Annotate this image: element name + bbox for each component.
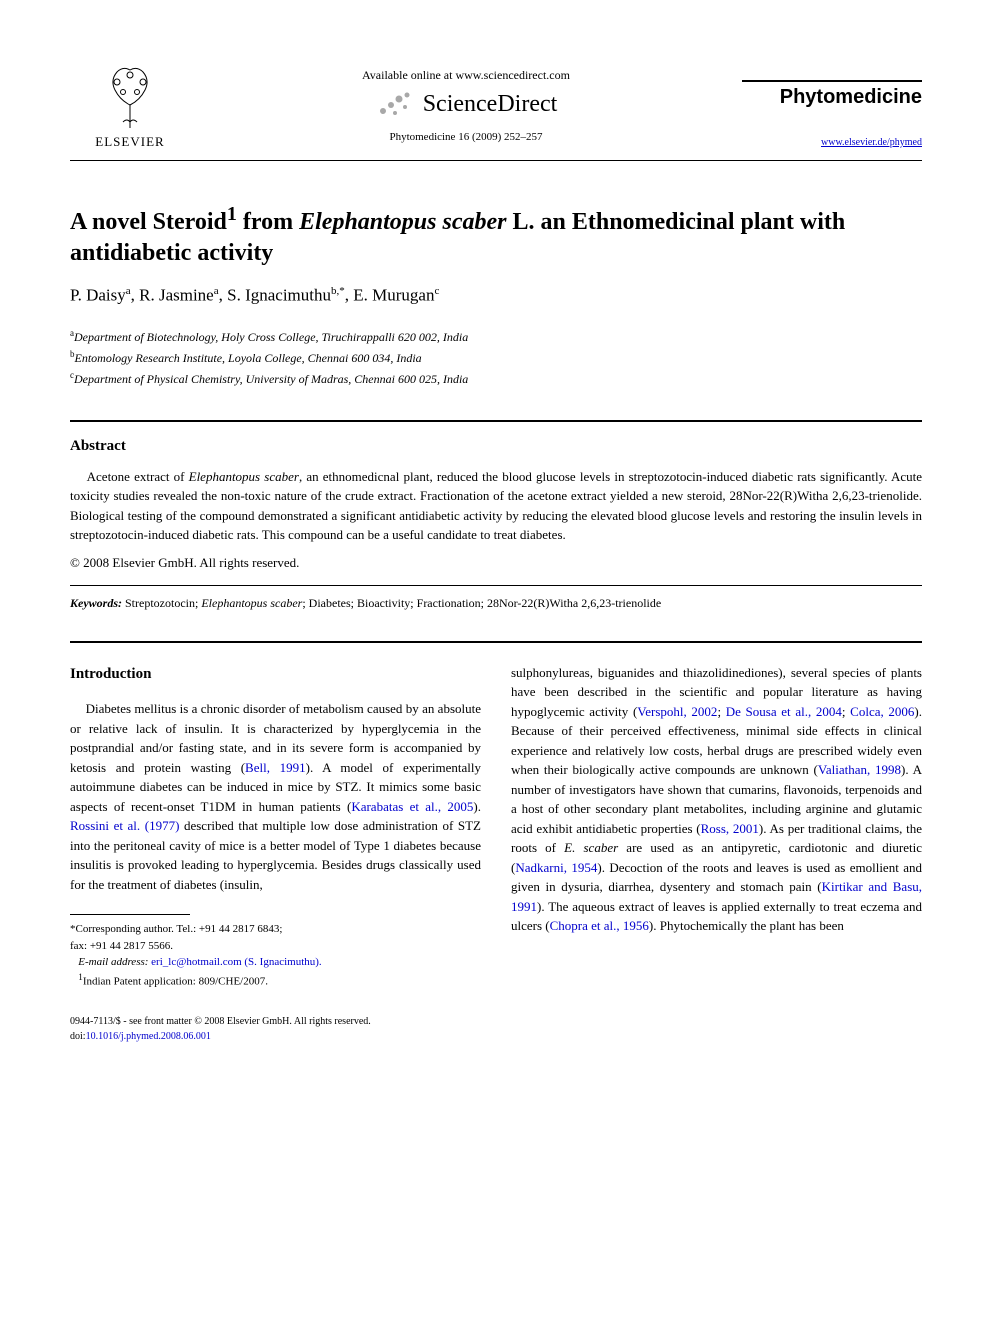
keywords-italic: Elephantopus scaber <box>201 596 302 610</box>
affiliation-line: cDepartment of Physical Chemistry, Unive… <box>70 368 922 389</box>
doi-link[interactable]: 10.1016/j.phymed.2008.06.001 <box>86 1031 211 1042</box>
elsevier-tree-icon <box>95 60 165 130</box>
footer-front-matter: 0944-7113/$ - see front matter © 2008 El… <box>70 1014 922 1029</box>
abstract-pre: Acetone extract of <box>87 469 189 484</box>
ref-desousa-2004[interactable]: De Sousa et al., 2004 <box>726 704 842 719</box>
ref-rossini-1977[interactable]: Rossini et al. (1977) <box>70 818 179 833</box>
abstract-heading: Abstract <box>70 438 922 455</box>
ref-valiathan-1998[interactable]: Valiathan, 1998 <box>818 762 901 777</box>
citation-line: Phytomedicine 16 (2009) 252–257 <box>190 131 742 143</box>
header-rule <box>70 160 922 161</box>
ref-nadkarni-1954[interactable]: Nadkarni, 1954 <box>515 860 597 875</box>
authors-line: P. Daisya, R. Jasminea, S. Ignacimuthub,… <box>70 285 922 306</box>
patent-text: Indian Patent application: 809/CHE/2007. <box>83 975 268 987</box>
footer-doi-line: doi:10.1016/j.phymed.2008.06.001 <box>70 1029 922 1044</box>
available-online-text: Available online at www.sciencedirect.co… <box>190 68 742 83</box>
footnote-separator <box>70 914 190 915</box>
journal-url-link[interactable]: www.elsevier.de/phymed <box>742 137 922 148</box>
title-sup: 1 <box>227 203 237 225</box>
abstract-italic: Elephantopus scaber <box>189 469 299 484</box>
abstract-copyright: © 2008 Elsevier GmbH. All rights reserve… <box>70 555 922 571</box>
title-italic: Elephantopus scaber <box>299 209 506 235</box>
footnotes-block: *Corresponding author. Tel.: +91 44 2817… <box>70 921 481 990</box>
article-title: A novel Steroid1 from Elephantopus scabe… <box>70 201 922 269</box>
ref-ross-2001[interactable]: Ross, 2001 <box>701 821 759 836</box>
ref-karabatas-2005[interactable]: Karabatas et al., 2005 <box>351 799 473 814</box>
footnote-email-line: E-mail address: eri_lc@hotmail.com (S. I… <box>70 954 481 971</box>
keywords-line: Keywords: Streptozotocin; Elephantopus s… <box>70 596 922 611</box>
ref-colca-2006[interactable]: Colca, 2006 <box>850 704 914 719</box>
keywords-label: Keywords: <box>70 596 122 610</box>
abstract-text: Acetone extract of Elephantopus scaber, … <box>70 467 922 545</box>
abstract-section: Abstract Acetone extract of Elephantopus… <box>70 438 922 571</box>
rule-above-keywords <box>70 585 922 586</box>
affiliation-line: aDepartment of Biotechnology, Holy Cross… <box>70 326 922 347</box>
keywords-pre: Streptozotocin; <box>122 596 201 610</box>
col2-sep2: ; <box>842 704 850 719</box>
ref-verspohl-2002[interactable]: Verspohl, 2002 <box>637 704 717 719</box>
keywords-post: ; Diabetes; Bioactivity; Fractionation; … <box>302 596 661 610</box>
title-mid: from <box>237 209 299 235</box>
corresponding-author: *Corresponding author. Tel.: +91 44 2817… <box>70 921 481 938</box>
affiliations-block: aDepartment of Biotechnology, Holy Cross… <box>70 326 922 390</box>
journal-name: Phytomedicine <box>742 80 922 109</box>
ref-chopra-1956[interactable]: Chopra et al., 1956 <box>550 918 649 933</box>
journal-block: Phytomedicine www.elsevier.de/phymed <box>742 60 922 148</box>
sciencedirect-text: ScienceDirect <box>423 91 558 118</box>
sciencedirect-logo: ScienceDirect <box>190 89 742 119</box>
title-pre: A novel Steroid <box>70 209 227 235</box>
page-footer: 0944-7113/$ - see front matter © 2008 El… <box>70 1014 922 1044</box>
footnote-fax: fax: +91 44 2817 5566. <box>70 938 481 955</box>
introduction-heading: Introduction <box>70 663 481 686</box>
left-column: Introduction Diabetes mellitus is a chro… <box>70 663 481 990</box>
footnote-patent: 1Indian Patent application: 809/CHE/2007… <box>70 971 481 990</box>
affiliation-line: bEntomology Research Institute, Loyola C… <box>70 347 922 368</box>
sciencedirect-dots-icon <box>375 89 415 119</box>
col2-italic1: E. scaber <box>564 840 618 855</box>
intro-paragraph-cont: sulphonylureas, biguanides and thiazolid… <box>511 663 922 936</box>
rule-below-keywords <box>70 641 922 643</box>
ref-bell-1991[interactable]: Bell, 1991 <box>245 760 306 775</box>
doi-label: doi: <box>70 1031 86 1042</box>
center-header: Available online at www.sciencedirect.co… <box>190 60 742 143</box>
col2-post: ). Phytochemically the plant has been <box>649 918 844 933</box>
col2-sep1: ; <box>717 704 725 719</box>
body-columns: Introduction Diabetes mellitus is a chro… <box>70 663 922 990</box>
publisher-label: ELSEVIER <box>95 134 164 150</box>
col1-mid2: ). <box>473 799 481 814</box>
page-header: ELSEVIER Available online at www.science… <box>70 60 922 150</box>
rule-above-abstract <box>70 420 922 422</box>
intro-paragraph-1: Diabetes mellitus is a chronic disorder … <box>70 699 481 894</box>
publisher-logo-block: ELSEVIER <box>70 60 190 150</box>
email-label: E-mail address: <box>78 956 148 968</box>
email-link[interactable]: eri_lc@hotmail.com (S. Ignacimuthu). <box>148 956 321 968</box>
right-column: sulphonylureas, biguanides and thiazolid… <box>511 663 922 990</box>
